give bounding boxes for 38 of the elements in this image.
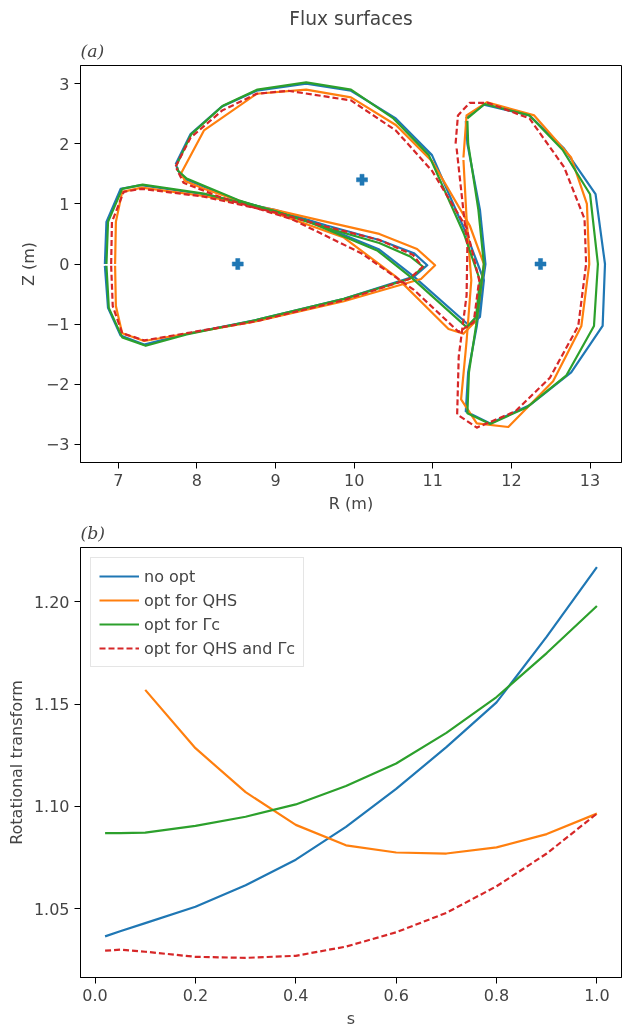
- line-series: [103, 812, 599, 959]
- legend-label: opt for QHS and Γc: [144, 638, 296, 658]
- x-tick-label: 1.0: [584, 985, 610, 1005]
- x-tick-label: 7: [113, 470, 124, 490]
- y-tick-label: −3: [45, 435, 70, 455]
- y-tick-label: −2: [45, 375, 70, 395]
- y-tick-label: 1.10: [33, 797, 70, 817]
- legend-label: opt for Γc: [144, 614, 221, 634]
- x-tick-label: 10: [343, 470, 365, 490]
- y-tick-label: 1.05: [33, 899, 70, 919]
- x-tick-label: 0.0: [82, 985, 108, 1005]
- line-series: [103, 566, 599, 938]
- y-tick-label: 1: [59, 194, 70, 214]
- y-tick-label: 2: [59, 134, 70, 154]
- y-tick-label: 0: [59, 255, 70, 274]
- legend-label: no opt: [144, 566, 196, 586]
- text: (a): [80, 40, 105, 61]
- y-tick-label: −1: [45, 315, 70, 335]
- x-tick-label: 11: [422, 470, 443, 490]
- legend-label: opt for QHS: [144, 590, 238, 610]
- x-tick-label: 12: [501, 470, 522, 490]
- y-tick-label: 1.15: [33, 695, 70, 715]
- chart-title: Flux surfaces: [289, 7, 413, 29]
- y-tick-label: 3: [59, 74, 70, 94]
- text: (b): [80, 522, 106, 543]
- y-axis-title: Rotational transform: [6, 680, 26, 845]
- x-tick-label: 9: [270, 470, 281, 490]
- x-tick-label: 0.4: [283, 985, 309, 1005]
- x-tick-label: 8: [191, 470, 202, 490]
- x-axis-title: R (m): [328, 493, 374, 513]
- x-axis-title: s: [346, 1008, 356, 1028]
- x-tick-label: 0.6: [383, 985, 409, 1005]
- line-series: [144, 688, 599, 855]
- x-tick-label: 0.2: [182, 985, 209, 1005]
- x-tick-label: 13: [579, 470, 601, 490]
- y-axis-title: Z (m): [18, 241, 38, 287]
- x-tick-label: 0.8: [483, 985, 510, 1005]
- y-tick-label: 1.20: [33, 592, 70, 612]
